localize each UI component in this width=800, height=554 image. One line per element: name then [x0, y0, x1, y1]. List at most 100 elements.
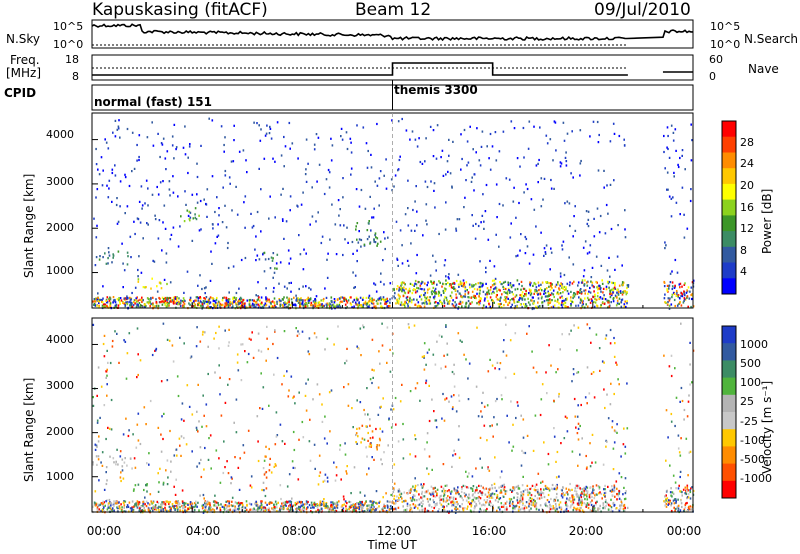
scatter-cell	[338, 214, 340, 217]
scatter-cell	[579, 453, 581, 456]
scatter-cell	[411, 283, 414, 286]
scatter-cell	[432, 155, 435, 158]
scatter-cell	[283, 303, 286, 306]
scatter-cell	[407, 264, 410, 267]
scatter-cell	[162, 322, 165, 325]
scatter-cell	[516, 300, 519, 303]
xtick-3: 12:00	[376, 524, 412, 538]
scatter-cell	[272, 257, 274, 260]
scatter-cell	[674, 424, 676, 428]
scatter-cell	[472, 224, 474, 227]
scatter-cell	[671, 491, 674, 494]
scatter-cell	[92, 300, 94, 303]
scatter-cell	[434, 505, 437, 508]
scatter-cell	[433, 501, 435, 504]
scatter-cell	[556, 486, 558, 489]
scatter-cell	[591, 266, 594, 269]
scatter-cell	[603, 493, 605, 497]
scatter-cell	[135, 297, 137, 300]
scatter-cell	[248, 300, 251, 303]
scatter-cell	[615, 507, 618, 510]
scatter-cell	[366, 305, 369, 308]
scatter-cell	[588, 392, 591, 395]
scatter-cell	[675, 507, 677, 511]
scatter-cell	[540, 283, 542, 286]
scatter-cell	[533, 292, 535, 295]
scatter-cell	[289, 509, 291, 512]
scatter-cell	[334, 299, 336, 303]
scatter-cell	[313, 506, 315, 509]
scatter-cell	[315, 503, 317, 506]
scatter-cell	[448, 302, 450, 305]
scatter-cell	[244, 302, 246, 305]
scatter-cell	[260, 503, 263, 506]
scatter-cell	[412, 208, 414, 212]
scatter-cell	[232, 265, 235, 268]
scatter-cell	[545, 299, 548, 302]
scatter-cell	[477, 415, 480, 418]
scatter-cell	[443, 300, 445, 303]
scatter-cell	[581, 305, 584, 308]
velocity-colorbar-tick: -500	[740, 452, 765, 466]
scatter-cell	[301, 501, 303, 504]
scatter-cell	[161, 296, 164, 299]
scatter-cell	[446, 160, 449, 163]
scatter-cell	[583, 493, 586, 496]
scatter-cell	[454, 511, 457, 514]
scatter-cell	[613, 484, 616, 487]
scatter-cell	[594, 301, 597, 304]
scatter-cell	[346, 472, 348, 475]
scatter-cell	[686, 296, 688, 299]
scatter-cell	[289, 147, 291, 150]
scatter-cell	[223, 296, 226, 299]
scatter-cell	[126, 352, 129, 355]
scatter-cell	[495, 159, 498, 162]
scatter-cell	[528, 325, 530, 328]
scatter-cell	[138, 200, 141, 203]
scatter-cell	[138, 155, 140, 159]
scatter-cell	[668, 304, 671, 307]
scatter-cell	[203, 297, 205, 300]
scatter-cell	[358, 503, 360, 506]
scatter-cell	[453, 487, 456, 490]
scatter-cell	[576, 484, 578, 487]
scatter-cell	[460, 168, 462, 171]
scatter-cell	[585, 489, 588, 492]
scatter-cell	[549, 503, 551, 506]
scatter-cell	[232, 296, 234, 299]
scatter-cell	[360, 354, 362, 357]
scatter-cell	[546, 486, 549, 489]
scatter-cell	[474, 491, 476, 494]
scatter-cell	[469, 509, 472, 512]
scatter-cell	[544, 295, 547, 298]
scatter-cell	[683, 283, 686, 286]
scatter-cell	[666, 126, 669, 129]
scatter-cell	[441, 285, 443, 288]
scatter-cell	[292, 509, 294, 512]
scatter-cell	[520, 297, 522, 300]
scatter-cell	[253, 303, 256, 306]
scatter-cell	[577, 326, 580, 329]
scatter-cell	[212, 509, 214, 512]
scatter-cell	[404, 213, 407, 216]
scatter-cell	[618, 302, 620, 305]
scatter-cell	[131, 507, 133, 510]
scatter-cell	[173, 123, 176, 126]
scatter-cell	[559, 165, 562, 168]
scatter-cell	[556, 509, 558, 512]
scatter-cell	[454, 301, 456, 304]
scatter-cell	[339, 208, 341, 211]
scatter-cell	[323, 304, 325, 307]
scatter-cell	[263, 473, 266, 476]
scatter-cell	[448, 273, 450, 276]
scatter-cell	[464, 290, 467, 293]
scatter-cell	[379, 280, 382, 283]
scatter-cell	[461, 496, 463, 500]
scatter-cell	[187, 156, 189, 159]
scatter-cell	[566, 503, 568, 506]
scatter-cell	[224, 204, 226, 207]
scatter-cell	[204, 300, 206, 303]
scatter-cell	[343, 498, 345, 501]
scatter-cell	[543, 300, 546, 303]
scatter-cell	[231, 504, 234, 508]
